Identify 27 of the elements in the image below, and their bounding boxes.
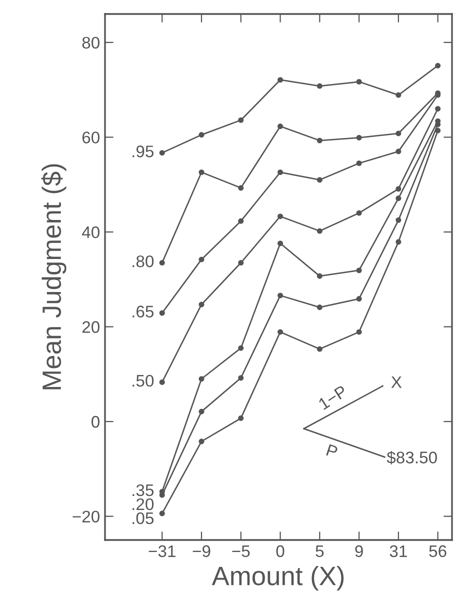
series-label: .50 <box>132 374 154 387</box>
x-tick-label: 0 <box>276 545 284 558</box>
y-tick-label: −20 <box>72 510 100 523</box>
x-tick-label: 56 <box>429 545 446 558</box>
y-tick-label: 20 <box>82 321 100 333</box>
x-tick-label: 31 <box>390 545 407 558</box>
annotation: X <box>391 376 402 388</box>
series-label: .20 <box>132 498 154 510</box>
annotation: $83.50 <box>386 450 437 464</box>
x-axis-title: Amount (X) <box>212 566 344 591</box>
series-label: .35 <box>132 484 154 496</box>
y-tick-label: 60 <box>82 132 100 144</box>
x-tick-label: −9 <box>192 545 210 558</box>
annotation: P <box>326 444 338 458</box>
y-axis-title: Mean Judgment ($) <box>41 164 66 390</box>
x-tick-label: 9 <box>355 545 363 558</box>
x-tick-label: 5 <box>316 545 324 558</box>
series-label: .65 <box>132 306 154 318</box>
y-tick-label: 80 <box>82 36 100 49</box>
series-label: .80 <box>132 255 154 268</box>
series-label: .05 <box>132 512 154 524</box>
annotation: 1−P <box>318 385 348 410</box>
series-label: .95 <box>132 146 154 158</box>
y-tick-label: 0 <box>92 416 100 428</box>
y-tick-label: 40 <box>82 226 100 238</box>
x-tick-label: −5 <box>232 545 250 558</box>
x-tick-label: −31 <box>148 545 176 558</box>
